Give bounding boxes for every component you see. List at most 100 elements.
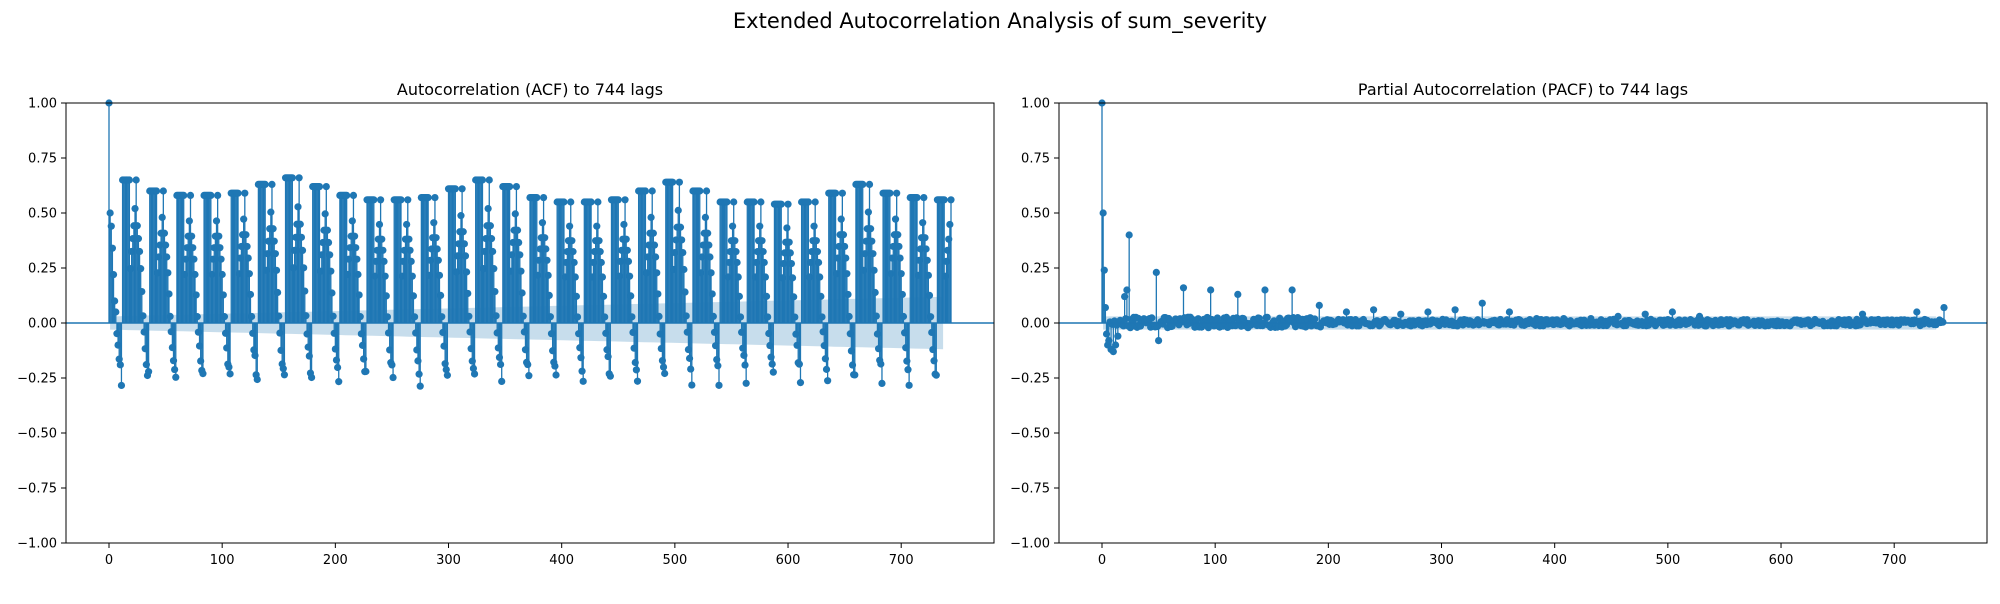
- stem-marker: [241, 189, 249, 197]
- stem-marker: [598, 273, 607, 281]
- stem-marker: [294, 203, 302, 211]
- stem-marker: [343, 191, 351, 199]
- stem-marker: [543, 256, 551, 264]
- stem-marker: [109, 271, 118, 279]
- stem-marker: [524, 360, 532, 369]
- stem-marker: [328, 289, 336, 297]
- y-tick-label: 0.75: [28, 152, 57, 167]
- stem-marker: [869, 250, 877, 258]
- stem-marker: [1940, 304, 1948, 312]
- stem-marker: [810, 222, 818, 230]
- stem-marker: [759, 248, 767, 256]
- stem-marker: [490, 265, 498, 273]
- stem-marker: [715, 381, 723, 389]
- stem-marker: [171, 365, 179, 374]
- stem-marker: [112, 308, 120, 316]
- stem-marker: [185, 217, 193, 225]
- y-tick-label: −0.75: [1010, 482, 1050, 497]
- stem-marker: [682, 312, 690, 320]
- stem-marker: [297, 233, 305, 241]
- x-tick-label: 700: [889, 553, 914, 568]
- stem-marker: [1858, 310, 1867, 318]
- stem-marker: [812, 237, 820, 245]
- stem-marker: [272, 266, 281, 274]
- stem-marker: [734, 273, 742, 281]
- stem-marker: [191, 270, 199, 279]
- stem-marker: [269, 225, 277, 233]
- stem-marker: [946, 220, 954, 229]
- stem-marker: [131, 205, 139, 213]
- stem-marker: [356, 313, 364, 321]
- stem-marker: [214, 191, 222, 199]
- stem-marker: [817, 292, 825, 300]
- stem-marker: [709, 312, 717, 320]
- y-tick-label: 0.75: [1021, 152, 1050, 167]
- stem-marker: [839, 231, 848, 239]
- stem-marker: [601, 313, 609, 321]
- stem-marker: [655, 312, 663, 320]
- stem-marker: [905, 381, 913, 389]
- stem-marker: [370, 196, 378, 204]
- stem-marker: [864, 208, 872, 216]
- stem-marker: [940, 196, 948, 204]
- stem-marker: [593, 222, 601, 230]
- stem-marker: [1179, 284, 1188, 292]
- stem-marker: [541, 234, 549, 242]
- stem-marker: [461, 252, 470, 260]
- stem-marker: [408, 272, 416, 280]
- stem-marker: [551, 362, 559, 370]
- y-tick-label: −0.50: [17, 427, 57, 442]
- stem-marker: [768, 360, 776, 368]
- stem-marker: [587, 198, 595, 206]
- stem-marker: [215, 232, 223, 240]
- stem-marker: [538, 219, 547, 227]
- stem-marker: [137, 265, 145, 273]
- stem-marker: [622, 235, 630, 243]
- stem-marker: [268, 180, 276, 188]
- stem-marker: [1641, 310, 1649, 318]
- stem-marker: [578, 367, 586, 375]
- stem-marker: [378, 235, 386, 243]
- stem-marker: [760, 258, 768, 267]
- stem-marker: [750, 198, 758, 206]
- stem-marker: [327, 267, 335, 275]
- stem-marker: [1122, 315, 1130, 323]
- stem-marker: [654, 290, 662, 298]
- stem-marker: [623, 246, 631, 254]
- stem-marker: [352, 244, 360, 252]
- stem-marker: [240, 215, 248, 223]
- stem-marker: [193, 313, 201, 321]
- stem-marker: [891, 215, 900, 223]
- stem-marker: [1311, 315, 1319, 323]
- stem-marker: [897, 270, 905, 278]
- stem-marker: [443, 371, 451, 379]
- stem-marker: [225, 363, 233, 371]
- x-tick-label: 0: [1098, 553, 1106, 568]
- stem-marker: [219, 291, 227, 299]
- stem-marker: [762, 292, 771, 300]
- stem-marker: [1148, 314, 1156, 322]
- stem-marker: [920, 194, 928, 202]
- stem-marker: [166, 312, 174, 320]
- y-tick-label: 0.25: [28, 262, 57, 277]
- stem-marker: [388, 361, 396, 369]
- stem-marker: [433, 245, 441, 253]
- stem-marker: [409, 292, 418, 300]
- stem-marker: [870, 266, 878, 274]
- x-tick-label: 400: [549, 553, 574, 568]
- stem-marker: [687, 365, 695, 373]
- stem-marker: [348, 217, 356, 225]
- stem-marker: [597, 258, 605, 267]
- panel-title: Autocorrelation (ACF) to 744 lags: [397, 80, 663, 99]
- stem-marker: [512, 183, 521, 191]
- stem-marker: [1614, 312, 1622, 320]
- stem-marker: [705, 241, 713, 249]
- stem-marker: [138, 287, 146, 296]
- x-tick-label: 600: [1769, 553, 1794, 568]
- stem-marker: [484, 205, 492, 213]
- stem-marker: [496, 360, 505, 369]
- stem-marker: [226, 370, 234, 378]
- stem-marker: [350, 232, 359, 240]
- x-tick-label: 700: [1882, 553, 1907, 568]
- stem-marker: [571, 273, 579, 281]
